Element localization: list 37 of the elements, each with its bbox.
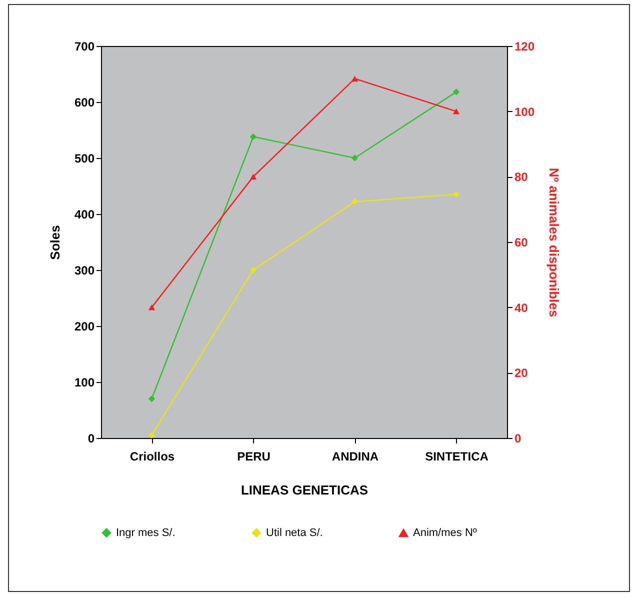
- y-tick-label: 700: [74, 40, 95, 54]
- x-tick-label: SINTETICA: [425, 450, 489, 464]
- point: [148, 432, 156, 439]
- y2-tick-label: 0: [514, 432, 522, 446]
- y-tick-label: 600: [74, 96, 95, 110]
- point: [452, 88, 460, 96]
- legend-label: Ingr mes S/.: [116, 526, 176, 539]
- y2-axis-title: Nº animales disponibles: [546, 168, 562, 318]
- point: [148, 304, 156, 310]
- y-tick-label: 0: [88, 432, 95, 446]
- x-axis-title: LINEAS GENETICAS: [240, 482, 368, 498]
- legend-label: Util neta S/.: [266, 526, 323, 539]
- point: [250, 266, 257, 274]
- y2-tick-label: 100: [514, 104, 535, 119]
- y2-tick-label: 20: [514, 366, 528, 380]
- point: [250, 133, 257, 140]
- y2-tick-label: 120: [514, 40, 535, 54]
- point: [351, 154, 358, 162]
- y2-tick-label: 60: [514, 236, 528, 250]
- point: [452, 108, 460, 114]
- y-tick-label: 400: [74, 208, 95, 222]
- y-tick-label: 100: [74, 376, 95, 390]
- x-tick-label: Criollos: [130, 450, 175, 464]
- y-tick-label: 300: [74, 264, 95, 278]
- y-tick-label: 200: [74, 320, 95, 334]
- point: [452, 191, 460, 198]
- y2-tick-label: 40: [514, 300, 528, 315]
- point: [250, 174, 257, 180]
- point: [148, 395, 156, 402]
- point: [351, 198, 358, 206]
- y-tick-label: 500: [74, 152, 95, 166]
- point: [351, 76, 358, 82]
- x-tick-label: PERU: [237, 450, 270, 464]
- y-axis-title: Soles: [47, 225, 62, 260]
- y2-tick-label: 80: [514, 170, 528, 184]
- legend-label: Anim/mes Nº: [413, 527, 477, 540]
- x-tick-label: ANDINA: [332, 450, 379, 464]
